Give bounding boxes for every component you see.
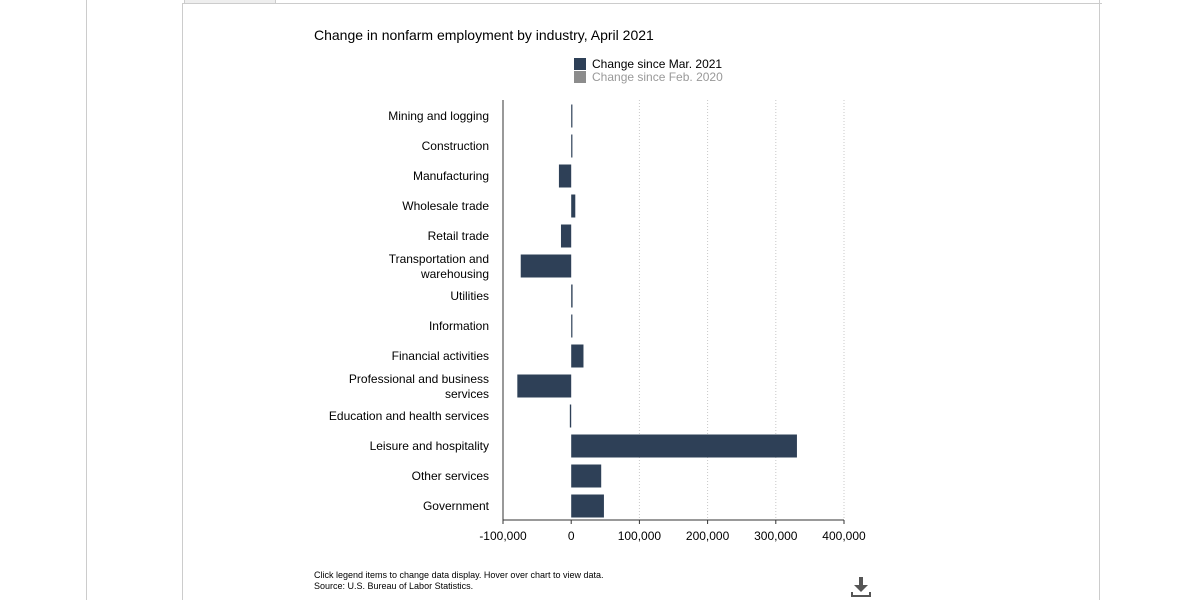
x-tick-label-4: 300,000 <box>754 529 798 543</box>
legend-item-series-2[interactable]: Change since Feb. 2020 <box>574 69 723 84</box>
bar-9[interactable] <box>517 374 572 398</box>
x-tick-label-0: -100,000 <box>479 529 527 543</box>
bar-8[interactable] <box>571 344 584 368</box>
category-label-2: Manufacturing <box>413 169 489 183</box>
tab-stub[interactable] <box>184 0 276 4</box>
category-label-1: Construction <box>422 139 489 153</box>
bar-5[interactable] <box>520 254 572 278</box>
category-label-11: Leisure and hospitality <box>370 439 489 453</box>
category-label-12: Other services <box>412 469 489 483</box>
chart-footer: Click legend items to change data displa… <box>314 570 603 592</box>
bar-12[interactable] <box>571 464 602 488</box>
category-label-10: Education and health services <box>329 409 489 423</box>
bar-0[interactable] <box>571 104 573 128</box>
footer-note: Click legend items to change data displa… <box>314 570 604 580</box>
category-label-7: Information <box>429 319 489 333</box>
bar-1[interactable] <box>571 134 573 158</box>
bar-13[interactable] <box>571 494 604 518</box>
category-label-4: Retail trade <box>428 229 490 243</box>
download-icon[interactable] <box>850 576 872 598</box>
x-tick-label-1: 0 <box>568 529 575 543</box>
bar-11[interactable] <box>571 434 797 458</box>
category-label-9: Professional and business services <box>349 372 489 401</box>
legend-swatch-series-1 <box>574 57 586 70</box>
legend-item-series-1[interactable]: Change since Mar. 2021 <box>574 56 723 71</box>
bar-2[interactable] <box>558 164 572 188</box>
chart-title: Change in nonfarm employment by industry… <box>314 27 654 43</box>
bar-6[interactable] <box>571 284 573 308</box>
category-label-3: Wholesale trade <box>402 199 489 213</box>
bar-10[interactable] <box>569 404 572 428</box>
legend-label-series-1: Change since Mar. 2021 <box>592 56 723 71</box>
legend-label-series-2: Change since Feb. 2020 <box>592 69 723 84</box>
legend-swatch-series-2 <box>574 70 586 83</box>
x-tick-label-2: 100,000 <box>618 529 662 543</box>
x-tick-label-5: 400,000 <box>822 529 866 543</box>
category-label-13: Government <box>423 499 490 513</box>
category-label-8: Financial activities <box>392 349 489 363</box>
category-label-0: Mining and logging <box>388 109 489 123</box>
bar-3[interactable] <box>571 194 576 218</box>
chart-legend: Change since Mar. 2021 Change since Feb.… <box>574 56 723 84</box>
outer-frame <box>86 0 1100 600</box>
bar-7[interactable] <box>571 314 573 338</box>
category-label-5: Transportation and warehousing <box>389 252 489 281</box>
bar-4[interactable] <box>560 224 572 248</box>
chart-panel <box>182 3 1102 600</box>
category-label-6: Utilities <box>450 289 489 303</box>
x-tick-label-3: 200,000 <box>686 529 730 543</box>
footer-source: Source: U.S. Bureau of Labor Statistics. <box>314 581 474 591</box>
